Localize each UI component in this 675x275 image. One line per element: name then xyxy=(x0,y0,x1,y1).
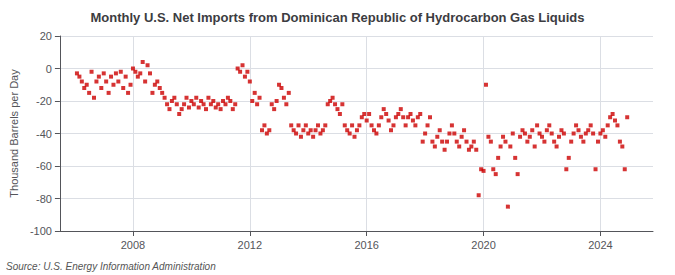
svg-text:2008: 2008 xyxy=(121,239,145,251)
svg-text:2012: 2012 xyxy=(238,239,262,251)
svg-text:-80: -80 xyxy=(36,193,52,205)
svg-text:-40: -40 xyxy=(36,128,52,140)
svg-text:-100: -100 xyxy=(30,225,52,237)
svg-text:-60: -60 xyxy=(36,160,52,172)
svg-text:2016: 2016 xyxy=(354,239,378,251)
svg-text:2020: 2020 xyxy=(471,239,495,251)
svg-text:0: 0 xyxy=(46,63,52,75)
svg-text:Monthly U.S. Net Imports from: Monthly U.S. Net Imports from Dominican … xyxy=(90,10,584,25)
svg-text:-20: -20 xyxy=(36,95,52,107)
svg-text:Source: U.S. Energy Informatio: Source: U.S. Energy Information Administ… xyxy=(6,261,216,272)
svg-text:20: 20 xyxy=(40,30,52,42)
svg-text:2024: 2024 xyxy=(588,239,612,251)
svg-text:Thousand Barrels per Day: Thousand Barrels per Day xyxy=(8,69,20,198)
